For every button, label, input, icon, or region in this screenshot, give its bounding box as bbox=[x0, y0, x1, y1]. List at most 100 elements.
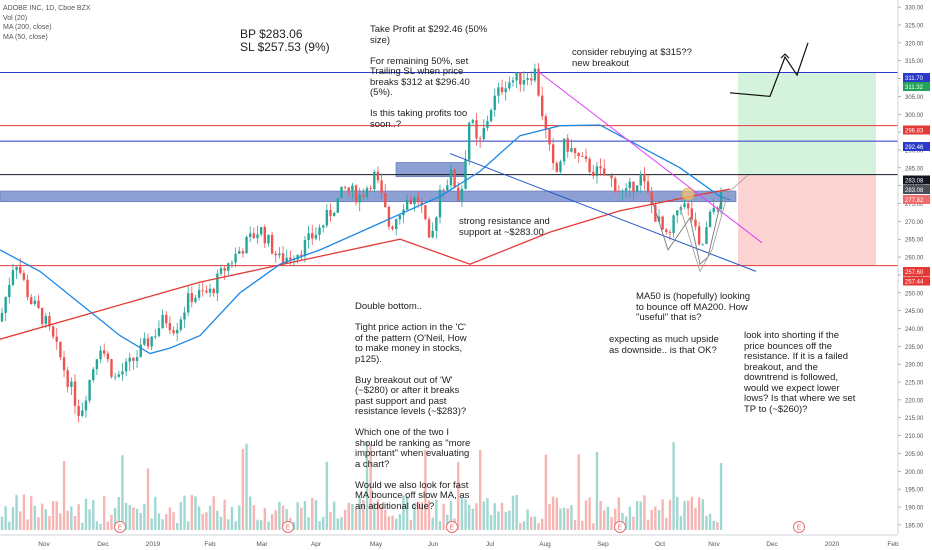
candle-body bbox=[489, 109, 493, 122]
volume-bar bbox=[650, 510, 653, 530]
y-tick-label: 290.00 bbox=[905, 148, 924, 154]
candle-body bbox=[113, 376, 117, 378]
y-tick-label: 235.00 bbox=[905, 345, 924, 351]
candle-body bbox=[19, 266, 22, 273]
candle-body bbox=[256, 234, 259, 239]
volume-bar bbox=[654, 506, 657, 530]
candle-body bbox=[606, 174, 610, 176]
candle-body bbox=[230, 262, 234, 264]
volume-bar bbox=[603, 510, 606, 530]
volume-bar bbox=[208, 505, 212, 530]
candle-body bbox=[639, 173, 642, 186]
volume-bar bbox=[92, 500, 95, 530]
indicator-volume[interactable]: Vol (20) bbox=[3, 14, 28, 22]
volume-bar bbox=[362, 500, 365, 530]
volume-bar bbox=[570, 505, 573, 530]
volume-bar bbox=[482, 501, 485, 530]
candle-body bbox=[537, 68, 540, 96]
candle-body bbox=[584, 156, 588, 159]
volume-bar bbox=[478, 449, 482, 530]
candle-body bbox=[380, 180, 383, 194]
volume-bar bbox=[227, 519, 230, 530]
volume-bar bbox=[687, 500, 690, 530]
candle-body bbox=[369, 188, 372, 190]
volume-bar bbox=[504, 511, 507, 530]
volume-bar bbox=[705, 515, 708, 530]
volume-bar bbox=[376, 499, 380, 530]
y-tick-label: 320.00 bbox=[905, 41, 924, 47]
volume-bar bbox=[274, 510, 277, 530]
y-tick-label: 215.00 bbox=[905, 416, 924, 422]
highlight-circle bbox=[681, 187, 695, 201]
volume-bar bbox=[493, 503, 496, 530]
candle-body bbox=[643, 173, 646, 182]
candle-body bbox=[92, 369, 95, 380]
candle-body bbox=[296, 254, 299, 260]
volume-bar bbox=[365, 441, 369, 530]
time-axis: Nov Dec 2019 Feb Mar Apr May Jun Jul Aug Sep Oct Nov… bbox=[0, 534, 899, 548]
x-tick-label: Mar bbox=[256, 541, 268, 548]
candle-body bbox=[322, 225, 325, 228]
candle-body bbox=[303, 240, 307, 257]
volume-bar bbox=[384, 509, 387, 530]
candle-body bbox=[278, 253, 281, 256]
candle-body bbox=[409, 199, 412, 204]
price-badge-label: 257.60 bbox=[905, 270, 924, 276]
volume-bar bbox=[176, 523, 179, 530]
candle-body bbox=[493, 95, 496, 110]
candle-body bbox=[263, 227, 266, 244]
volume-bar bbox=[121, 455, 124, 530]
earnings-marker bbox=[282, 521, 294, 533]
x-tick-label: Feb bbox=[887, 541, 899, 548]
candle-body bbox=[70, 381, 73, 387]
volume-bar bbox=[533, 516, 537, 530]
candle-body bbox=[676, 210, 679, 216]
candle-body bbox=[449, 169, 453, 186]
candle-body bbox=[376, 171, 380, 181]
x-tick-label: May bbox=[370, 541, 383, 548]
price-badge bbox=[903, 125, 930, 135]
candle-body bbox=[212, 288, 215, 294]
volume-bar bbox=[44, 509, 47, 530]
volume-bar bbox=[256, 519, 259, 530]
symbol-title: ADOBE INC, 1D, Cboe BZX bbox=[3, 5, 91, 12]
candle-body bbox=[267, 234, 270, 244]
volume-bar bbox=[497, 511, 500, 530]
candle-body bbox=[482, 127, 485, 140]
candle-body bbox=[48, 315, 51, 327]
volume-bar bbox=[259, 520, 263, 530]
volume-bar bbox=[55, 501, 58, 530]
volume-bar bbox=[665, 517, 668, 530]
volume-bar bbox=[124, 502, 128, 530]
y-tick-label: 265.00 bbox=[905, 238, 924, 244]
volume-bar bbox=[168, 507, 172, 530]
volume-bar bbox=[369, 444, 372, 530]
candle-body bbox=[314, 234, 318, 239]
volume-bar bbox=[19, 511, 22, 530]
candle-body bbox=[471, 120, 475, 123]
indicator-ma200[interactable]: MA (200, close) bbox=[3, 24, 52, 31]
volume-bar bbox=[581, 520, 584, 530]
candle-body bbox=[442, 189, 445, 191]
y-tick-label: 270.00 bbox=[905, 220, 924, 226]
volume-bar bbox=[179, 502, 183, 530]
ma200-line bbox=[0, 188, 731, 340]
volume-bar bbox=[223, 499, 226, 530]
candle-body bbox=[614, 178, 617, 192]
candle-body bbox=[190, 293, 193, 302]
volume-bar bbox=[303, 501, 307, 530]
volume-bar bbox=[40, 503, 44, 530]
volume-bar bbox=[628, 506, 631, 530]
indicator-ma50[interactable]: MA (50, close) bbox=[3, 33, 48, 41]
volume-bar bbox=[621, 512, 624, 530]
price-badge bbox=[903, 195, 930, 204]
candle-body bbox=[128, 357, 131, 362]
x-tick-label: Dec bbox=[97, 541, 109, 548]
volume-bar bbox=[186, 521, 190, 530]
candle-body bbox=[526, 78, 529, 81]
volume-bar bbox=[249, 496, 252, 530]
candle-body bbox=[646, 181, 650, 193]
candle-body bbox=[325, 210, 329, 226]
x-tick-label: Oct bbox=[655, 541, 665, 548]
